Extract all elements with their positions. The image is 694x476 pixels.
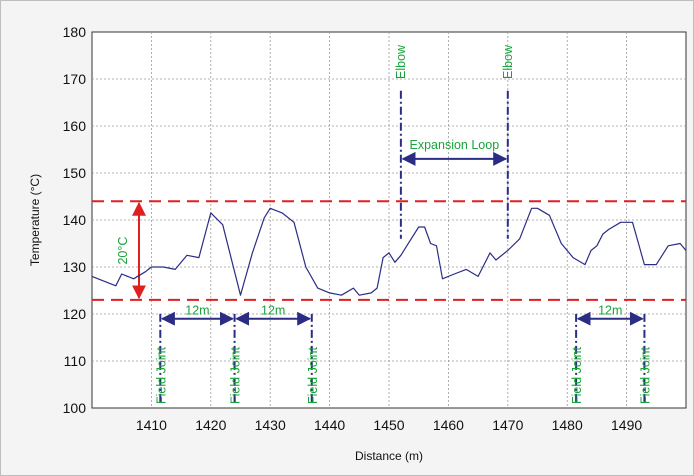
field-joint-label: Field Joint <box>306 347 320 404</box>
y-tick-label: 130 <box>63 259 87 275</box>
y-tick-label: 160 <box>63 118 87 134</box>
grid <box>92 32 686 408</box>
span-label: 12m <box>261 304 285 318</box>
x-tick-label: 1450 <box>373 417 404 433</box>
elbow-label: Elbow <box>394 44 408 79</box>
temperature-series-line <box>91 207 687 296</box>
field-joint-label: Field Joint <box>229 347 243 404</box>
x-tick-label: 1470 <box>492 417 523 433</box>
y-tick-label: 180 <box>63 24 87 40</box>
expansion-loop-label: Expansion Loop <box>410 138 500 152</box>
y-tick-label: 100 <box>63 400 87 416</box>
series-layer <box>91 207 687 296</box>
x-tick-label: 1420 <box>195 417 226 433</box>
y-tick-label: 170 <box>63 71 87 87</box>
x-tick-label: 1480 <box>552 417 583 433</box>
elbow-label: Elbow <box>501 44 515 79</box>
x-tick-label: 1460 <box>433 417 464 433</box>
y-tick-label: 110 <box>64 353 87 369</box>
y-axis-title: Temperature (°C) <box>28 174 42 266</box>
field-joint-label: Field Joint <box>154 347 168 404</box>
span-label: 12m <box>185 304 209 318</box>
y-tick-label: 150 <box>63 165 87 181</box>
x-axis: 1410 1420 1430 1440 1450 1460 1470 1480 1490 <box>136 417 643 433</box>
field-joint-label: Field Joint <box>570 347 584 404</box>
x-axis-title: Distance (m) <box>355 449 423 463</box>
span-label: 12m <box>598 304 622 318</box>
field-joint-label: Field Joint <box>638 347 652 404</box>
annotations: 20°C Field Joint Field Joint Field Joint Fie… <box>116 44 652 404</box>
x-tick-label: 1440 <box>314 417 345 433</box>
y-tick-label: 140 <box>63 212 87 228</box>
y-tick-label: 120 <box>63 306 87 322</box>
band-label: 20°C <box>116 237 130 265</box>
y-axis: 100 110 120 130 140 150 160 170 180 <box>63 24 87 416</box>
limit-lines <box>92 200 686 301</box>
x-tick-label: 1430 <box>255 417 286 433</box>
x-tick-label: 1490 <box>611 417 642 433</box>
x-tick-label: 1410 <box>136 417 167 433</box>
